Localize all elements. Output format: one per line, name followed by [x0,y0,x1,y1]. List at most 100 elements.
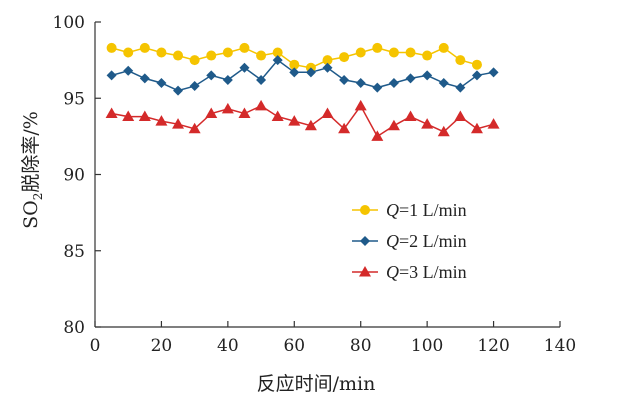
legend-label-value: =1 L/min [399,200,467,220]
series-2-point [438,78,449,88]
series-2-point [388,78,399,88]
series-3-point [421,118,434,129]
series-1-point [256,50,267,61]
legend-label: Q=3 L/min [386,262,467,282]
series-3-point [138,110,151,122]
series-2-point [156,78,167,88]
series-1-point [239,42,250,53]
legend-entry-1: Q=1 L/min [352,200,467,220]
series-1-point [355,47,366,58]
legend-label: Q=2 L/min [386,231,467,251]
legend-label-variable: Q [386,262,399,282]
y-tick-label: 95 [63,89,85,109]
series-1-point [422,50,433,61]
series-3-line [111,104,494,138]
y-tick-label: 80 [63,318,85,338]
series-3-point [122,110,135,122]
series-1-point [189,55,200,66]
series-3-point [238,107,251,118]
series-2-point [106,70,117,81]
series-3-point [470,122,483,134]
y-axis-title-main: SO [20,200,42,229]
series-2-point [305,67,316,78]
series-1-point [438,42,449,53]
y-axis-title-sub: 2 [31,193,45,201]
y-tick-label: 85 [63,242,85,262]
series-1-point [139,42,150,53]
series-3-point [487,118,500,129]
series-2-point [488,67,499,78]
series-3-point [354,99,367,111]
legend-swatch-marker [360,236,370,246]
series-3-point [221,102,234,114]
y-tick-label: 90 [63,166,85,186]
series-3-point [404,110,417,122]
x-tick-label: 80 [350,336,372,356]
series-3-point [437,125,450,137]
series-1-point [388,47,399,58]
series-2-point [173,85,184,96]
series-2-point [471,70,482,81]
series-3-point [387,119,400,131]
series-1-point [272,47,283,58]
series-3 [105,99,500,141]
series-2-point [322,62,333,73]
series-3-point [338,122,351,134]
legend-label: Q=1 L/min [386,200,467,220]
series-2-line [111,59,494,92]
series-3-point [155,115,168,126]
x-tick-label: 40 [217,336,239,356]
series-1-point [405,47,416,58]
series-2-point [239,62,250,73]
series-1-point [123,47,134,58]
series-2-point [455,82,466,93]
series-3-point [371,130,384,141]
series-3-point [205,107,218,118]
legend-entry-2: Q=2 L/min [352,231,467,251]
series-1-point [322,55,333,66]
series-2-point [123,65,134,76]
x-tick-label: 0 [90,336,101,356]
series [105,42,500,141]
series-2-point [339,74,350,85]
x-axis-title: 反应时间/min [257,373,376,395]
x-tick-label: 60 [283,336,305,356]
series-2 [106,55,499,96]
series-2-point [139,73,150,84]
series-2-point [189,81,200,92]
series-1 [106,42,482,73]
axes: 0 20 40 60 80 100 120 140 80 85 90 95 100 [53,13,577,356]
series-2-point [256,74,267,85]
legend-label-variable: Q [386,200,399,220]
series-3-point [321,107,334,118]
series-3-point [304,119,317,131]
y-axis-title: SO2脱除率/% [20,111,45,229]
series-1-point [471,59,482,70]
series-1-point [289,59,300,70]
x-tick-label: 20 [151,336,173,356]
series-2-point [405,73,416,84]
series-2-point [372,82,383,93]
series-2-point [355,78,366,88]
series-2-point [289,67,300,78]
series-2-point [272,55,283,66]
legend-entry-3: Q=3 L/min [352,262,467,282]
legend-swatch-marker [360,205,370,215]
series-3-point [188,122,201,134]
series-3-point [454,110,467,122]
series-1-point [206,50,217,61]
x-tick-label: 100 [411,336,443,356]
series-1-point [156,47,167,58]
series-1-point [372,42,383,53]
legend-label-value: =3 L/min [399,262,467,282]
x-tick-label: 140 [544,336,576,356]
series-3-point [172,118,185,129]
legend-label-variable: Q [386,231,399,251]
series-2-point [222,74,233,85]
x-tick-label: 120 [477,336,509,356]
series-3-point [255,99,268,111]
y-axis-title-rest: 脱除率/% [20,111,42,192]
series-1-point [339,52,350,63]
